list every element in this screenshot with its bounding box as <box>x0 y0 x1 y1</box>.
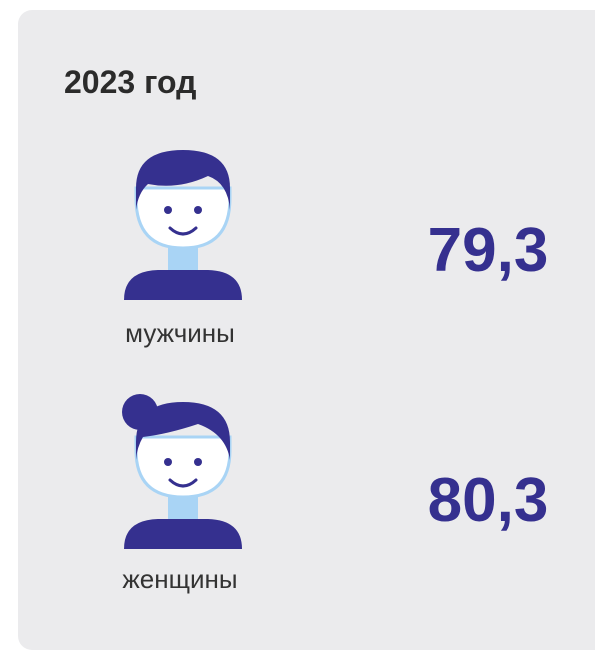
item-value: 79,3 <box>427 216 549 285</box>
woman-icon <box>122 394 242 549</box>
man-icon <box>124 150 242 300</box>
item-label: мужчины <box>125 318 235 348</box>
title: 2023 год <box>64 64 197 100</box>
card: 2023 год мужчины 79,3 женщины 80,3 <box>18 10 595 650</box>
item-label: женщины <box>122 564 238 594</box>
item-value: 80,3 <box>427 466 549 535</box>
